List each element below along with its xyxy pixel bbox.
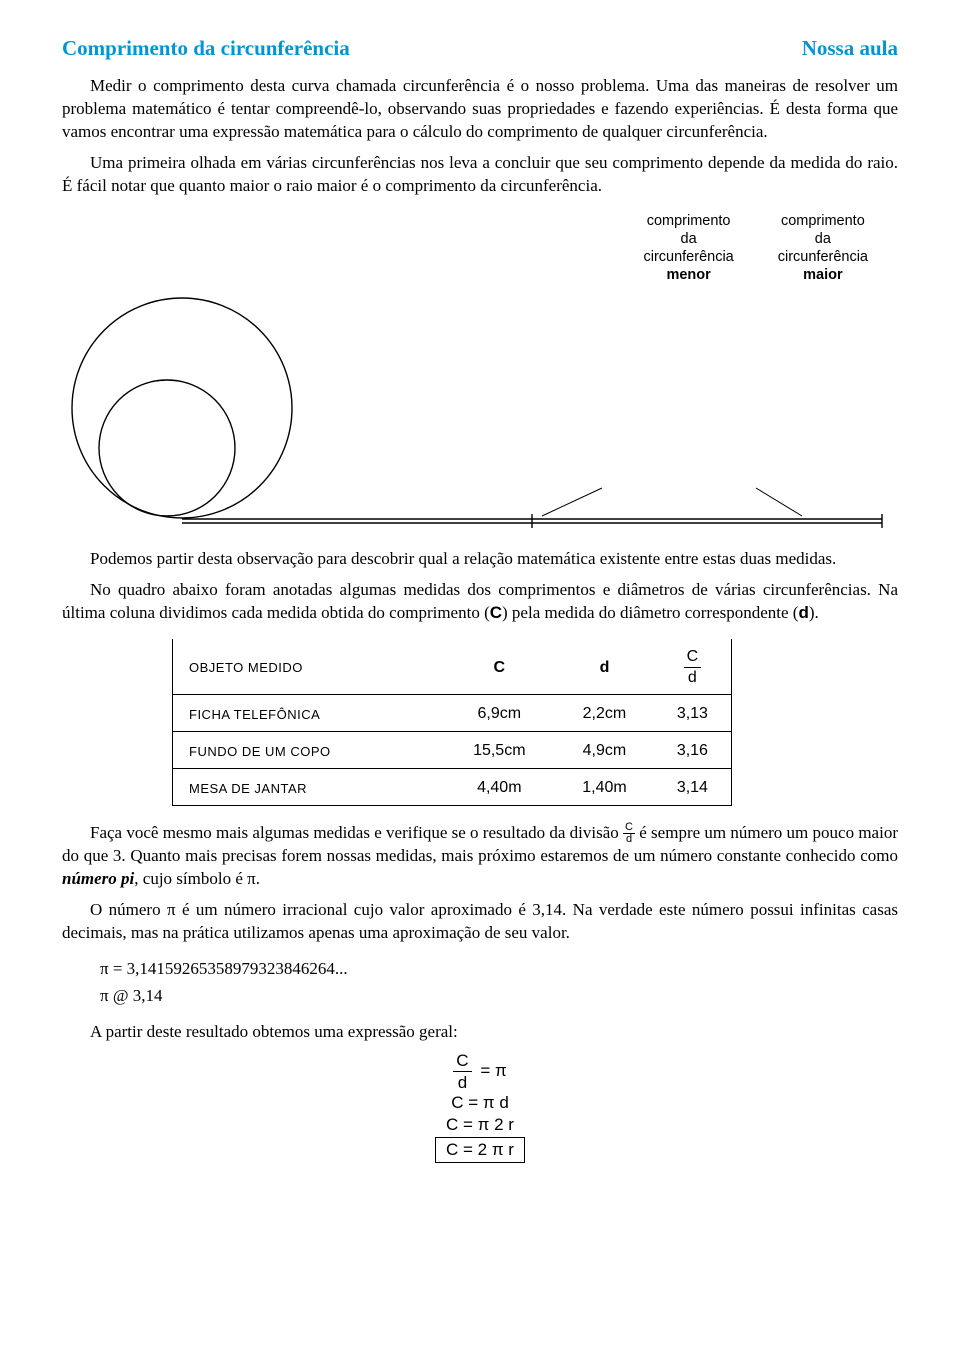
pi-exact: π = 3,14159265358979323846264... bbox=[100, 955, 898, 982]
pi-approx: π @ 3,14 bbox=[100, 982, 898, 1009]
paragraph-2: Uma primeira olhada em várias circunferê… bbox=[62, 152, 898, 198]
paragraph-3-text: Podemos partir desta observação para des… bbox=[90, 549, 836, 568]
formula-c-2pir: C = 2 π r bbox=[62, 1137, 898, 1163]
paragraph-7: A partir deste resultado obtemos uma exp… bbox=[62, 1021, 898, 1044]
paragraph-1: Medir o comprimento desta curva chamada … bbox=[62, 75, 898, 144]
paragraph-1-text: Medir o comprimento desta curva chamada … bbox=[62, 76, 898, 141]
side-label: Nossa aula bbox=[802, 36, 898, 61]
paragraph-5: Faça você mesmo mais algumas medidas e v… bbox=[62, 822, 898, 891]
col-c: C bbox=[443, 639, 555, 695]
section-title: Comprimento da circunferência bbox=[62, 36, 350, 61]
circles-svg bbox=[62, 288, 898, 538]
paragraph-4: No quadro abaixo foram anotadas algumas … bbox=[62, 579, 898, 625]
table-wrap: OBJETO MEDIDO C d Cd FICHA TELEFÔNICA 6,… bbox=[172, 639, 732, 806]
formula-ratio: Cd = π bbox=[62, 1052, 898, 1091]
col-object: OBJETO MEDIDO bbox=[173, 639, 444, 695]
table-row: FICHA TELEFÔNICA 6,9cm 2,2cm 3,13 bbox=[173, 695, 732, 732]
paragraph-6: O número π é um número irracional cujo v… bbox=[62, 899, 898, 945]
col-ratio: Cd bbox=[654, 639, 732, 695]
header: Comprimento da circunferência Nossa aula bbox=[62, 36, 898, 61]
paragraph-3: Podemos partir desta observação para des… bbox=[62, 548, 898, 571]
formula-c-pi2r: C = π 2 r bbox=[62, 1115, 898, 1135]
figure-circles: comprimento da circunferência menor comp… bbox=[62, 212, 898, 539]
page: Comprimento da circunferência Nossa aula… bbox=[0, 0, 960, 1346]
label-bigger-circ: comprimento da circunferência maior bbox=[778, 212, 868, 285]
col-d: d bbox=[555, 639, 654, 695]
label-smaller-circ: comprimento da circunferência menor bbox=[643, 212, 733, 285]
measurements-table: OBJETO MEDIDO C d Cd FICHA TELEFÔNICA 6,… bbox=[172, 639, 732, 806]
pi-values: π = 3,14159265358979323846264... π @ 3,1… bbox=[100, 955, 898, 1009]
table-row: MESA DE JANTAR 4,40m 1,40m 3,14 bbox=[173, 769, 732, 806]
paragraph-2-text: Uma primeira olhada em várias circunferê… bbox=[62, 153, 898, 195]
table-header-row: OBJETO MEDIDO C d Cd bbox=[173, 639, 732, 695]
figure-labels: comprimento da circunferência menor comp… bbox=[62, 212, 898, 285]
formula-c-pid: C = π d bbox=[62, 1093, 898, 1113]
formula-block: Cd = π C = π d C = π 2 r C = 2 π r bbox=[62, 1052, 898, 1163]
table-row: FUNDO DE UM COPO 15,5cm 4,9cm 3,16 bbox=[173, 732, 732, 769]
